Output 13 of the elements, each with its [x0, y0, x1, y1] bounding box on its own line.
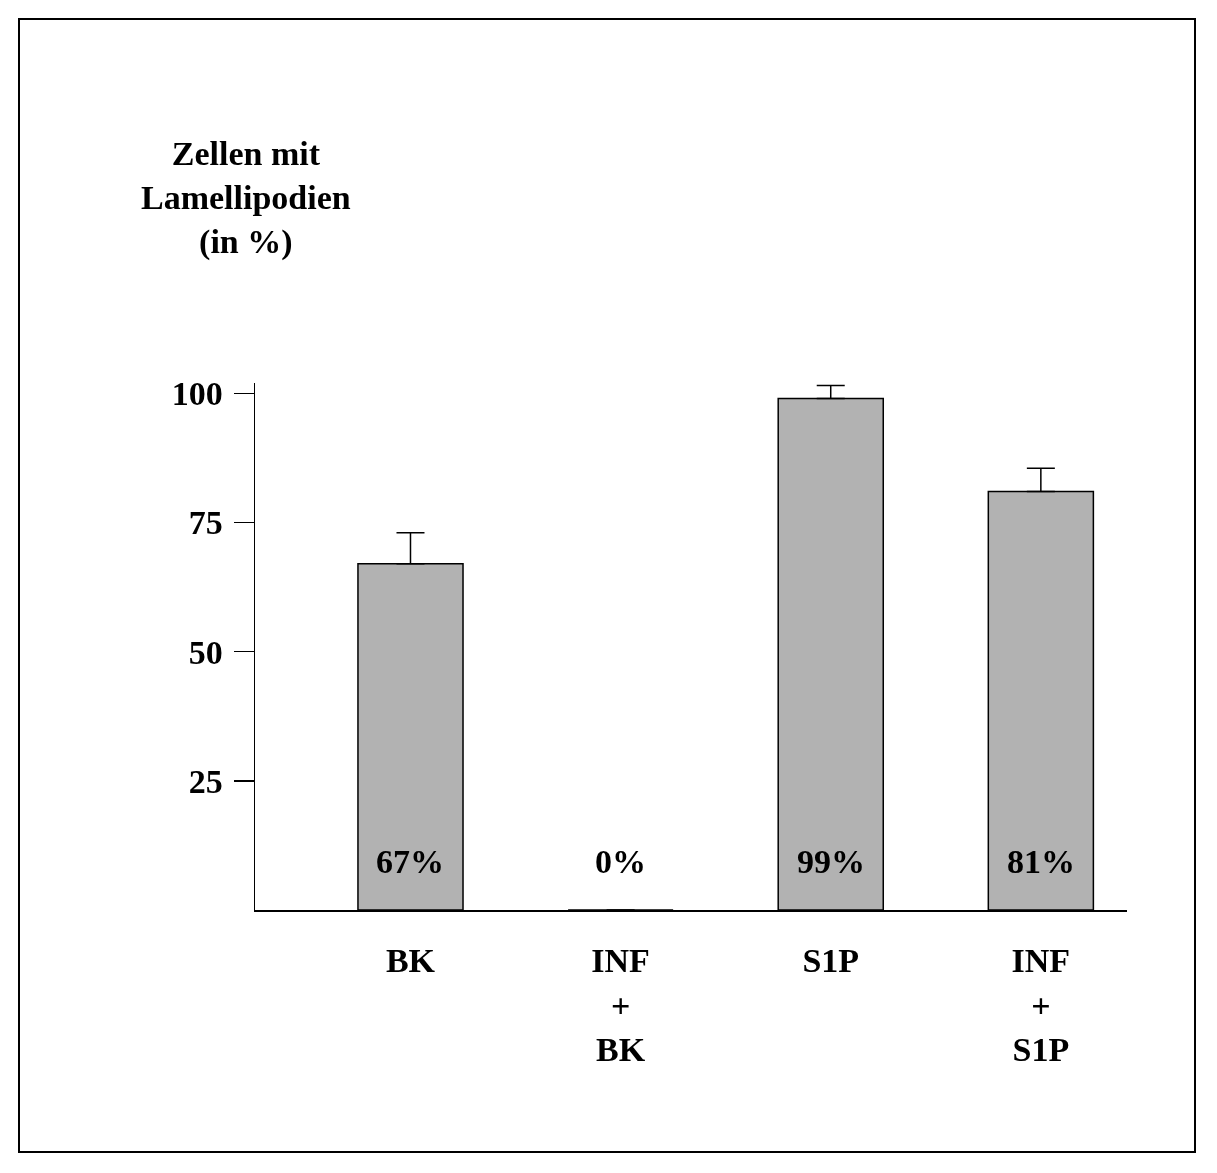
- x-tick-label: INF + BK: [591, 942, 650, 1068]
- y-tick-label: 25: [188, 762, 223, 800]
- x-tick-label: INF + S1P: [1011, 942, 1071, 1068]
- y-tick-label: 100: [171, 375, 223, 413]
- y-tick-label: 50: [188, 633, 223, 671]
- x-tick-label: BK: [385, 942, 436, 980]
- y-tick-label: 75: [188, 504, 223, 542]
- data-label: 99%: [797, 843, 865, 880]
- data-label: 0%: [595, 843, 646, 880]
- x-tick-label: S1P: [802, 942, 860, 980]
- data-label: 67%: [376, 843, 444, 880]
- data-label: 81%: [1007, 843, 1075, 880]
- text: Zellen mit Lamellipodien (in %): [141, 135, 351, 262]
